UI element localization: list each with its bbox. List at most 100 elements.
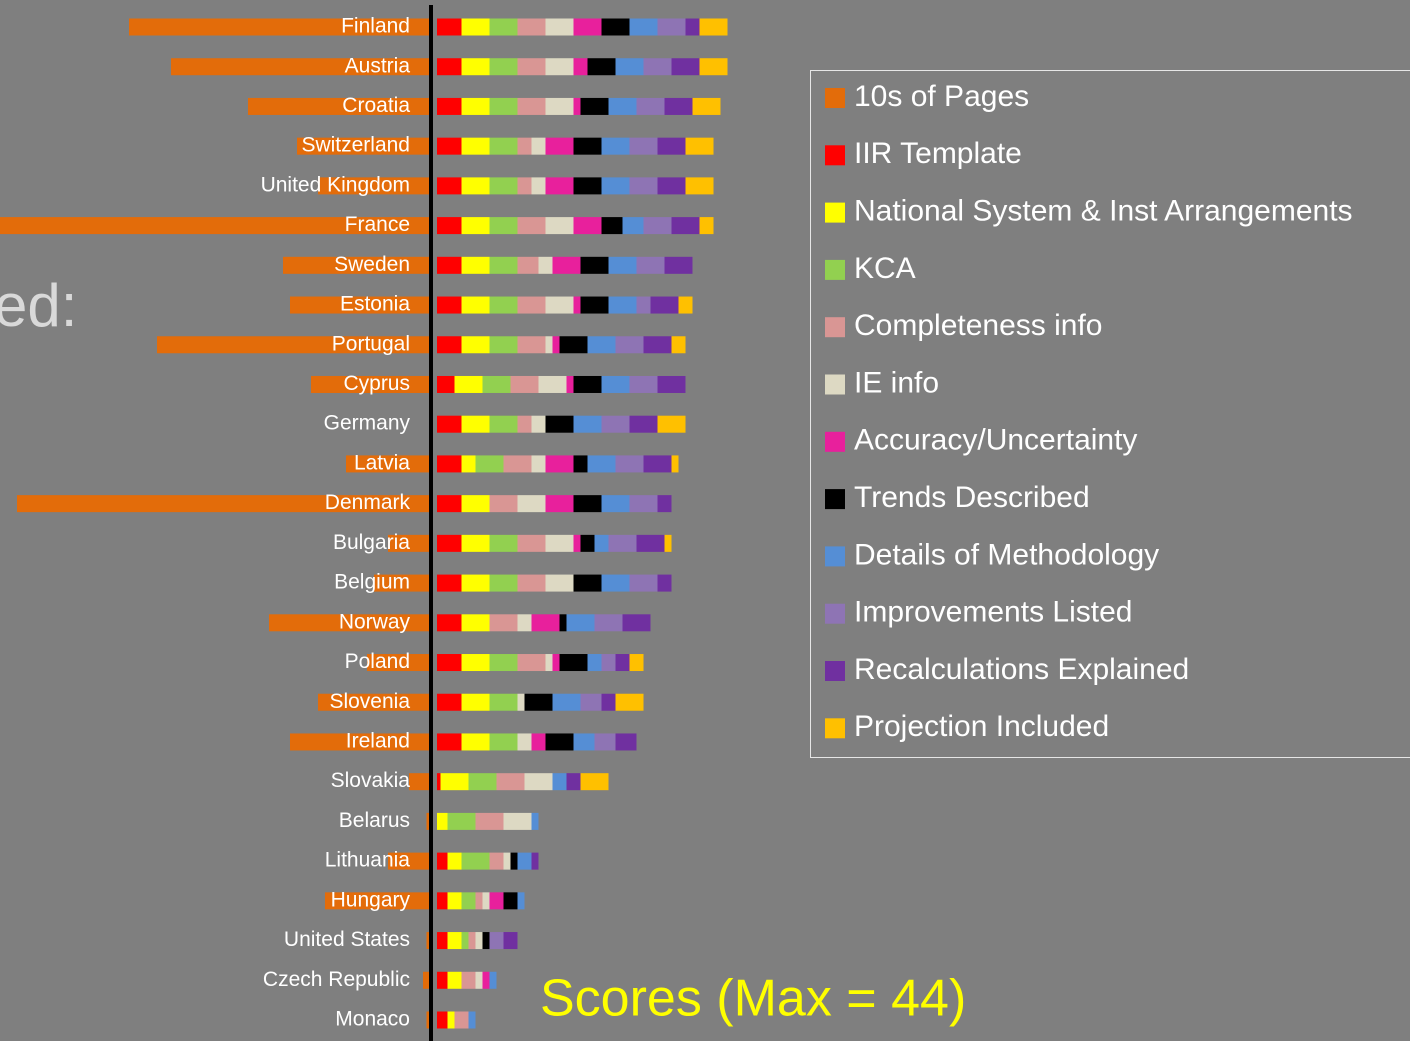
bar-segment [573,574,602,592]
bar-segment [587,58,616,76]
bar-segment [503,892,518,910]
bar-segment [629,18,658,36]
bar-segment [461,932,469,950]
bar-segment [545,534,574,552]
category-label: Bulgaria [333,531,410,554]
bar-segment [510,375,539,393]
bar-segment [517,97,546,115]
bar-segment [552,773,567,791]
bar-segment [545,495,574,513]
bar-segment [699,58,728,76]
legend-label: Projection Included [854,710,1109,743]
legend-swatch [825,431,845,452]
bar-segment [601,415,630,433]
bar-segment [580,534,595,552]
bar-segment [325,892,430,910]
bar-segment [475,455,504,473]
bar-segment [475,892,483,910]
bar-segment [559,336,588,354]
bar-segment [461,971,476,989]
bar-segment [437,614,462,632]
bar-segment [290,733,430,751]
bar-segment [447,971,462,989]
bar-segment [489,217,518,235]
bar-segment [573,177,602,195]
bar-segment [657,177,686,195]
bar-segment [489,177,518,195]
bar-segment [454,375,483,393]
bar-segment [447,812,476,830]
bar-segment [671,455,679,473]
bar-segment [517,137,532,155]
legend-label: Trends Described [854,481,1090,514]
category-label: Ireland [346,730,410,753]
bar-segment [461,256,490,274]
bar-segment [297,137,430,155]
bar-segment [622,217,644,235]
bar-segment [447,852,462,870]
bar-segment [510,852,518,870]
bar-segment [685,137,714,155]
bar-segment [531,415,546,433]
category-label: Belgium [334,571,410,594]
bar-segment [447,892,462,910]
bar-segment [608,296,637,314]
bar-segment [461,892,476,910]
bar-segment [437,574,462,592]
bar-segment [17,495,430,513]
bar-segment [601,495,630,513]
bar-segment [587,455,616,473]
bar-segment [489,58,518,76]
bar-segment [475,932,483,950]
bar-segment [311,375,430,393]
bar-segment [531,614,560,632]
bar-segment [489,534,518,552]
bar-segment [437,773,441,791]
bar-segment [615,654,630,672]
bar-segment [157,336,430,354]
bar-segment [545,97,574,115]
bar-segment [409,773,430,791]
bar-segment [437,932,448,950]
bar-segment [461,296,490,314]
category-label: Portugal [332,332,410,355]
bar-segment [517,296,546,314]
bar-segment [461,415,490,433]
bar-segment [636,256,665,274]
bar-segment [587,654,602,672]
bar-segment [489,415,518,433]
bar-segment [552,256,581,274]
bar-segment [664,534,672,552]
bar-segment [489,18,518,36]
bar-segment [461,574,490,592]
bar-segment [517,217,546,235]
bar-segment [615,733,637,751]
bar-segment [657,375,686,393]
bar-segment [447,1011,455,1029]
bar-segment [461,852,490,870]
bar-segment [552,693,581,711]
category-label: Cyprus [343,372,410,395]
bar-segment [517,58,546,76]
bar-segment [482,932,490,950]
legend-swatch [825,603,845,624]
bar-segment [423,971,430,989]
bar-segment [601,177,630,195]
bar-segment [437,137,462,155]
category-label: Sweden [334,253,410,276]
bar-segment [636,534,665,552]
bar-segment [489,971,497,989]
bar-segment [545,574,574,592]
bar-segment [573,375,602,393]
bar-segment [437,58,462,76]
bar-segment [615,455,644,473]
legend-swatch [825,546,845,567]
bar-segment [437,177,462,195]
category-label: Poland [345,650,410,673]
bar-segment [437,375,455,393]
bar-segment [517,574,546,592]
bar-segment [545,137,574,155]
bar-segment [437,296,462,314]
bar-segment [461,18,490,36]
